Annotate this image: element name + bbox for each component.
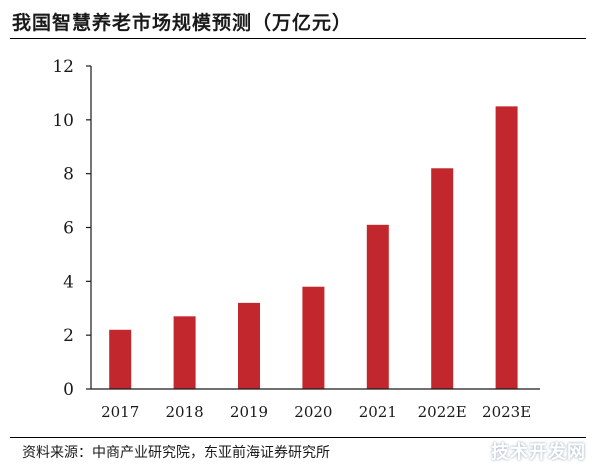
y-tick-label: 4 [63,272,74,292]
source-note: 资料来源：中商产业研究院，东亚前海证券研究所 [22,445,330,461]
y-tick-label: 0 [63,380,74,400]
bar-2023E [495,106,518,389]
bar-2019 [238,302,260,389]
y-tick-label: 8 [63,165,74,185]
x-tick-label: 2023E [482,403,531,421]
footer-divider [10,437,586,438]
bars [109,106,518,389]
x-tick-label: 2017 [101,403,139,421]
bar-2021 [366,224,389,389]
bar-2022E [431,168,454,389]
x-tick-label: 2019 [230,403,268,421]
x-tick-label: 2021 [359,403,397,421]
bar-2018 [173,316,196,389]
y-tick-label: 2 [63,326,74,346]
bar-2017 [109,329,132,389]
bar-2020 [302,286,325,389]
x-axis: 2017 2018 2019 2020 2021 2022E 2023E [91,388,540,421]
title-divider [10,38,586,39]
y-tick-label: 12 [52,57,74,77]
x-tick-label: 2018 [166,403,204,421]
chart-title: 我国智慧养老市场规模预测（万亿元） [12,12,353,34]
x-tick-label: 2020 [294,403,332,421]
watermark-logo: 技术开发网 [491,442,586,463]
x-tick-label: 2022E [418,403,467,421]
y-tick-label: 6 [63,219,74,239]
y-tick-label: 10 [52,111,74,131]
y-axis: 0 2 4 6 8 10 12 [52,57,92,400]
